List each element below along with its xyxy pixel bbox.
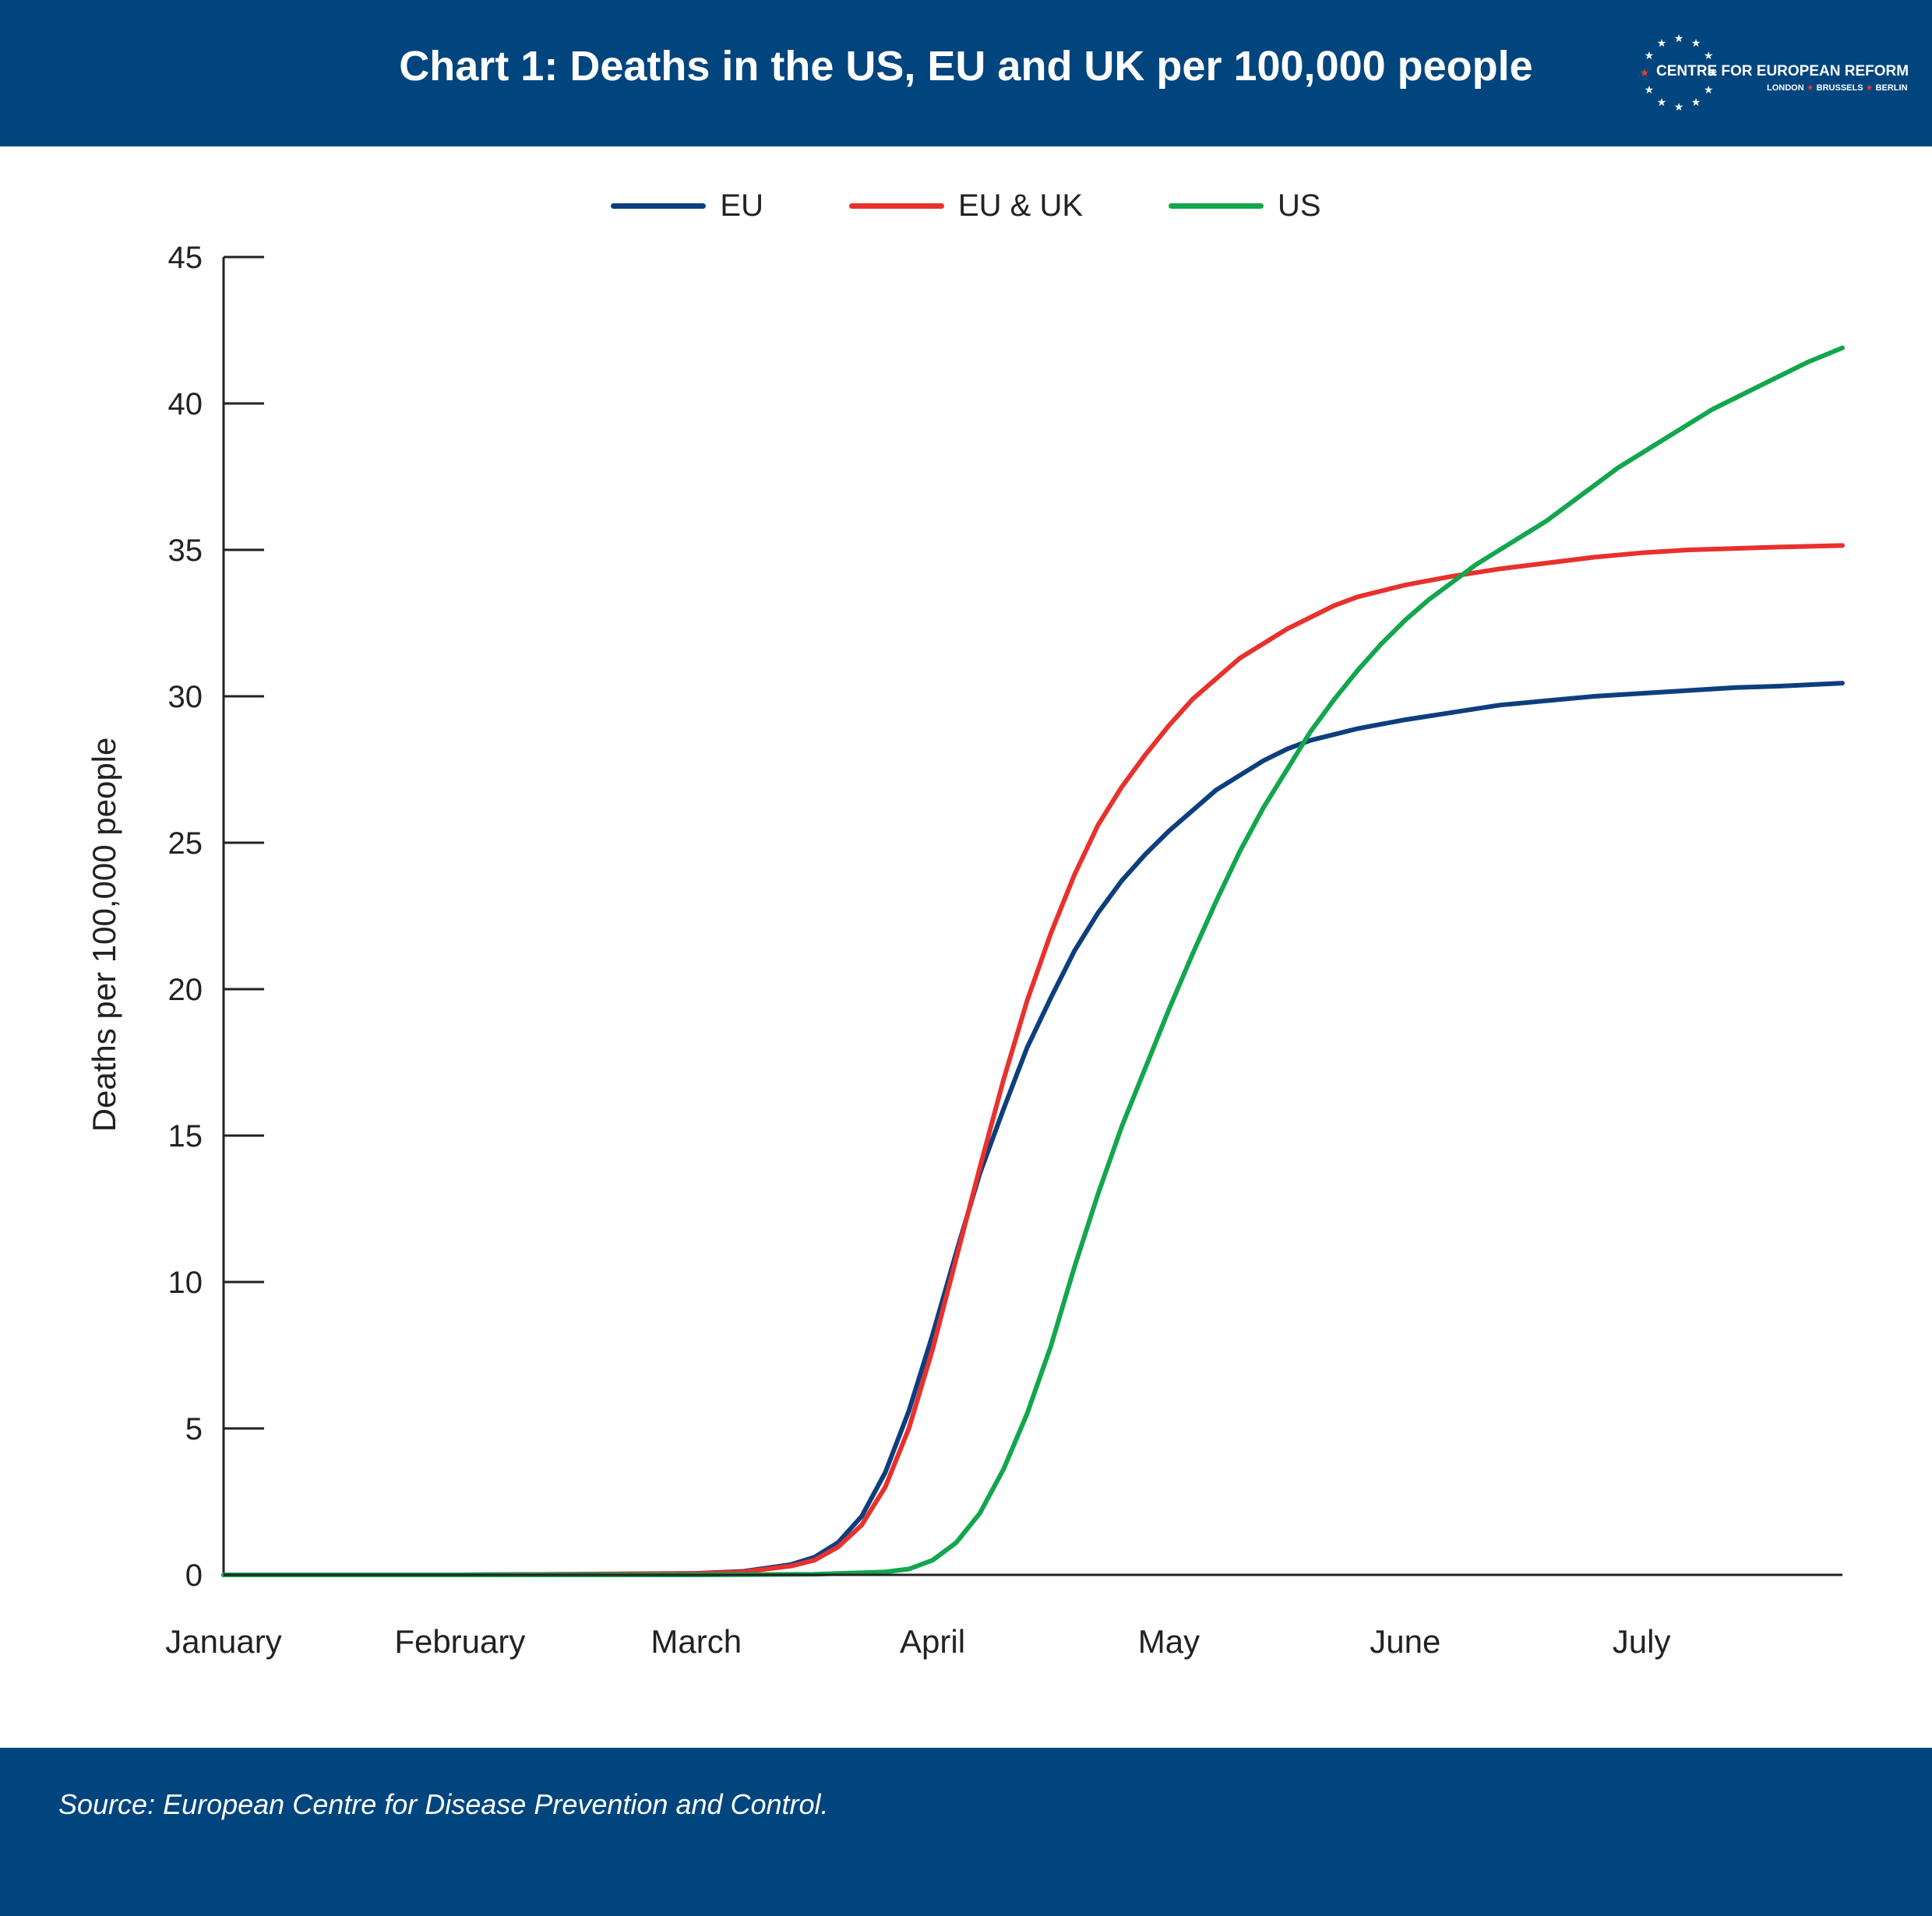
chart-legend: EU EU & UK US [0, 185, 1932, 226]
y-tick-label: 0 [185, 1559, 203, 1593]
y-tick-label: 30 [168, 680, 203, 714]
logo-star: ★ [1704, 49, 1714, 62]
logo-city-berlin: BERLIN [1875, 83, 1908, 93]
logo-star: ★ [1645, 49, 1655, 62]
legend-label-eu: EU [720, 188, 763, 223]
logo-star: ★ [1674, 32, 1684, 44]
x-tick-label: January [165, 1623, 281, 1660]
x-tick-label: March [650, 1623, 742, 1660]
y-tick-label: 15 [168, 1119, 203, 1153]
x-tick-label: February [394, 1623, 525, 1660]
logo-star: ★ [1645, 83, 1655, 96]
logo-name: CENTRE FOR EUROPEAN REFORM [1656, 63, 1909, 79]
legend-item-us: US [1169, 188, 1321, 224]
y-tick-label: 20 [168, 973, 203, 1007]
y-axis-title: Deaths per 100,000 people [86, 738, 122, 1132]
legend-swatch-eu [611, 203, 707, 209]
chart-header: Chart 1: Deaths in the US, EU and UK per… [0, 0, 1932, 146]
series-line-eu-uk [221, 543, 1845, 1577]
chart-footer: Source: European Centre for Disease Prev… [0, 1748, 1932, 1916]
y-tick-label: 45 [168, 241, 203, 275]
logo-star: ★ [1657, 96, 1667, 108]
y-tick-label: 40 [168, 387, 203, 421]
y-tick-label: 35 [168, 534, 203, 568]
eu-stars-icon: ★ ★★★★★★★★★★★ [1640, 32, 1719, 113]
series-line-us [221, 345, 1845, 1577]
legend-label-eu-uk: EU & UK [957, 188, 1084, 223]
x-tick-label: April [900, 1623, 965, 1660]
x-tick-label: June [1370, 1623, 1440, 1660]
logo-star: ★ [1657, 37, 1667, 49]
logo-star: ★ [1691, 37, 1701, 49]
chart-title: Chart 1: Deaths in the US, EU and UK per… [399, 43, 1533, 90]
y-tick-label: 10 [168, 1266, 203, 1300]
legend-label-us: US [1278, 188, 1321, 223]
logo-cities: LONDON ★ BRUSSELS ★ BERLIN [1767, 83, 1908, 93]
y-tick-label: 25 [168, 826, 203, 861]
cer-logo: ★ ★ ★ ★ ★ ★ ★ ★ ★ ★ ★ ★ CENTRE FOR EUROPEAN REFORM … [1636, 30, 1909, 115]
legend-swatch-eu-uk [848, 203, 944, 209]
series-line-eu [221, 681, 1845, 1577]
y-tick-label: 5 [185, 1412, 203, 1446]
logo-star: ★ [1674, 100, 1684, 113]
logo-star: ★ [1640, 66, 1650, 79]
legend-swatch-us [1169, 203, 1264, 209]
logo-star: ★ [1708, 66, 1719, 79]
legend-item-eu-uk: EU & UK [848, 188, 1084, 224]
source-note: Source: European Centre for Disease Prev… [58, 1788, 829, 1820]
logo-star: ★ [1704, 83, 1714, 96]
line-chart: 0 5 10 15 20 25 30 35 40 45 Deaths per 100,000 peo… [86, 241, 1845, 1660]
x-tick-label: July [1613, 1623, 1671, 1660]
logo-star: ★ [1691, 96, 1701, 108]
legend-item-eu: EU [611, 188, 763, 224]
x-tick-label: May [1138, 1623, 1200, 1660]
logo-city-london: LONDON [1767, 83, 1804, 93]
logo-city-brussels: BRUSSELS [1816, 83, 1863, 93]
